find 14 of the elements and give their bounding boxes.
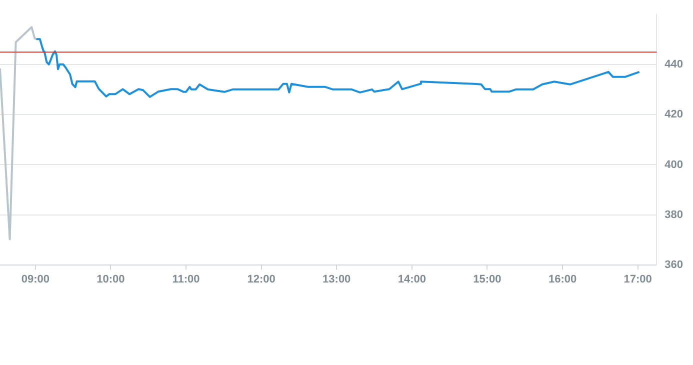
x-tick-label: 13:00 [322,273,351,286]
x-tick-label: 11:00 [172,273,200,286]
x-tick-label: 17:00 [624,273,652,286]
y-tick-label: 440 [664,58,684,71]
y-tick-label: 420 [664,108,684,121]
y-tick-label: 380 [664,208,684,221]
x-tick-label: 16:00 [548,273,577,286]
y-tick-label: 360 [664,258,684,271]
x-tick-label: 09:00 [21,273,50,286]
x-tick-label: 14:00 [398,273,426,286]
y-tick-label: 400 [664,158,684,171]
x-tick-label: 15:00 [473,273,502,286]
x-tick-label: 10:00 [96,273,125,286]
x-tick-label: 12:00 [247,273,276,286]
